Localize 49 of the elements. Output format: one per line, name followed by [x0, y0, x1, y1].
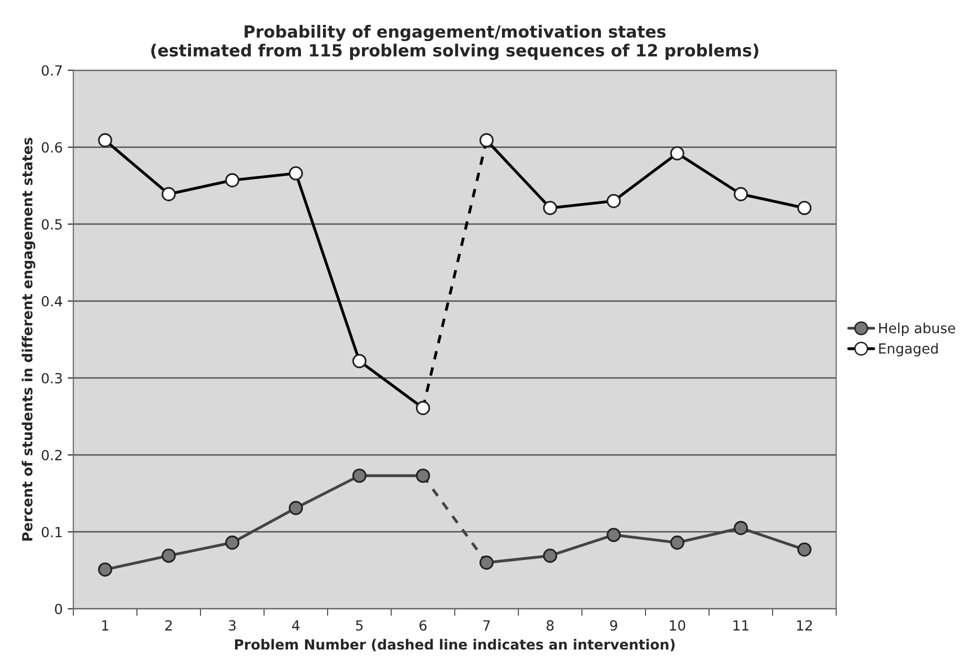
y-tick-label: 0.4	[42, 296, 62, 307]
point	[225, 173, 240, 188]
x-axis-title: Problem Number (dashed line indicates an intervention)	[235, 638, 675, 652]
point	[225, 536, 240, 550]
y-tick-label: 0.1	[42, 526, 62, 538]
y-tick-label: 0.7	[42, 65, 62, 76]
x-tick-label: 1	[102, 620, 108, 630]
x-tick-label: 5	[356, 620, 363, 631]
x-tick-label: 7	[483, 620, 490, 630]
point	[797, 542, 812, 557]
y-tick-label: 0.3	[42, 372, 62, 384]
x-tick-label: 3	[228, 620, 236, 631]
point	[734, 520, 748, 536]
point	[352, 468, 366, 483]
point	[479, 556, 494, 570]
point	[606, 194, 621, 208]
point	[416, 468, 430, 483]
legend-label: Help abuse	[879, 322, 956, 336]
point	[98, 562, 112, 577]
x-tick-label: 6	[420, 620, 427, 631]
x-tick-label: 9	[610, 620, 618, 631]
x-tick-label: 2	[165, 620, 172, 630]
y-tick-label: 0	[55, 604, 62, 614]
y-tick-label: 0.6	[42, 142, 62, 153]
x-tick-label: 12	[797, 620, 812, 630]
y-tick-label: 0.5	[42, 219, 62, 230]
point	[543, 200, 558, 216]
point	[670, 536, 684, 550]
point	[543, 548, 558, 563]
point	[288, 166, 303, 180]
x-tick-label: 8	[546, 620, 554, 631]
point	[352, 354, 366, 368]
point	[734, 187, 748, 202]
point	[797, 200, 812, 216]
point	[416, 400, 430, 416]
y-axis-title: Percent of students in different engagement states	[22, 138, 36, 541]
point	[98, 133, 112, 148]
point	[670, 146, 684, 160]
x-tick-label: 10	[670, 620, 686, 631]
chart-title: Probability of engagement/motivation states (estimated from 115 problem solving sequences of 12 problems)	[151, 24, 758, 60]
point	[162, 548, 176, 563]
legend-label: Engaged	[879, 342, 938, 356]
point	[606, 528, 621, 542]
x-tick-label: 4	[292, 620, 300, 630]
point	[479, 133, 494, 148]
y-tick-label: 0.2	[42, 450, 62, 460]
point	[288, 500, 303, 516]
x-tick-label: 11	[734, 620, 748, 630]
point	[162, 187, 176, 202]
